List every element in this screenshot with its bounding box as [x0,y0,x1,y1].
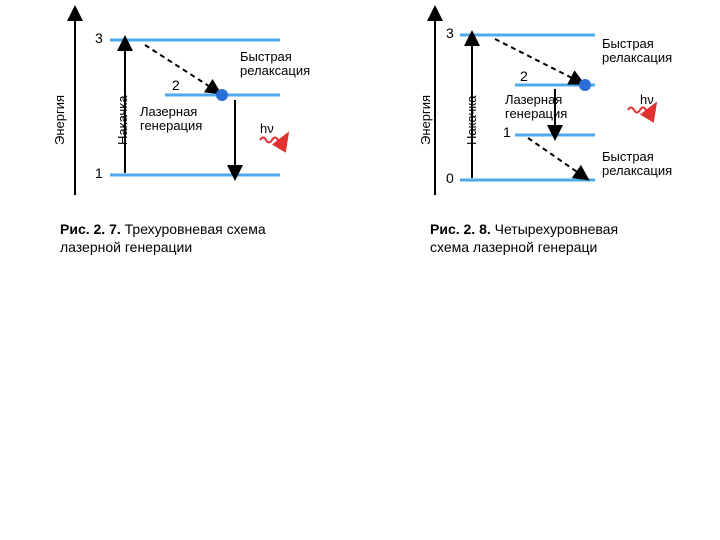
level-num-3: 3 [446,25,454,41]
level-num-1: 1 [503,124,511,140]
four-level-diagram: Энергия Накачка 3 2 1 0 Быстраярелаксаци… [400,5,710,200]
level-num-3: 3 [95,30,103,46]
relax-arrow-bot [528,138,583,176]
fast-relax-label: Быстраярелаксация [240,50,310,79]
lasing-label: Лазернаягенерация [140,105,202,134]
caption-left: Рис. 2. 7. Трехуровневая схема лазерной … [60,220,266,256]
three-level-diagram: Энергия Накачка 3 2 1 Быстраярелаксация … [10,5,360,200]
caption-right: Рис. 2. 8. Четырехуровневая схема лазерн… [430,220,618,256]
pump-label: Накачка [115,95,130,145]
fast-relax-label-bot: Быстраярелаксация [602,150,672,179]
fast-relax-label-top: Быстраярелаксация [602,37,672,66]
photon-wave [260,138,284,143]
electron-dot [216,89,228,101]
pump-label: Накачка [464,95,479,145]
electron-dot [579,79,591,91]
level-num-2: 2 [520,68,528,84]
level-num-1: 1 [95,165,103,181]
relax-arrow-top [495,39,578,81]
y-axis-label: Энергия [418,95,433,145]
hv-label: hν [260,122,274,136]
photon-wave [628,108,652,113]
y-axis-label: Энергия [52,95,67,145]
lasing-label: Лазернаягенерация [505,93,567,122]
relax-arrow [145,45,215,90]
level-num-0: 0 [446,170,454,186]
hv-label: hν [640,93,654,107]
level-num-2: 2 [172,77,180,93]
